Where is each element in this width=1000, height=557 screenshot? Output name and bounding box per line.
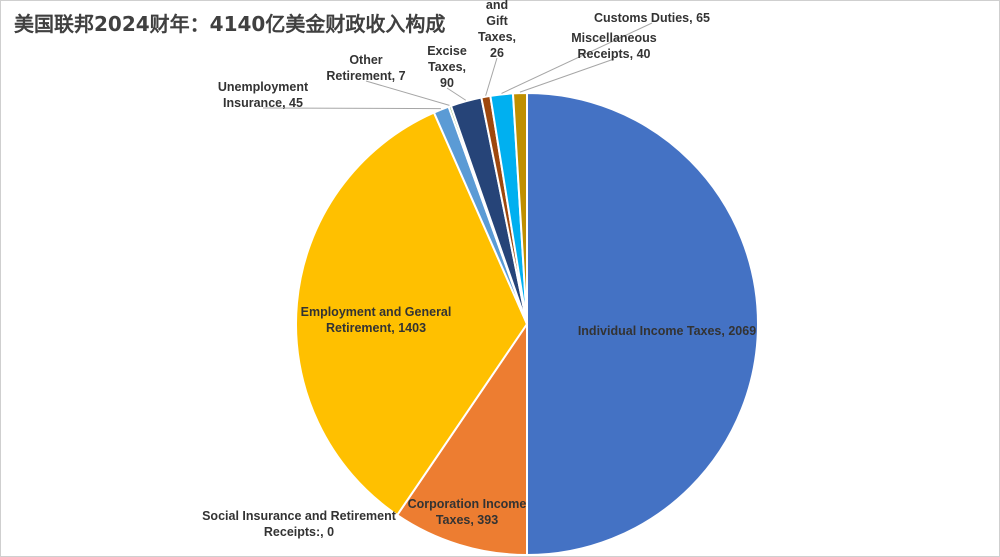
- data-label-estate-and-gift-taxes: EstateandGiftTaxes,26: [478, 0, 516, 60]
- pie-slice-corporation-income-taxes: [395, 320, 528, 557]
- data-label-miscellaneous-receipts: Miscellaneous Receipts, 40: [571, 31, 656, 61]
- data-label-social-insurance-and-retirement-receipts: Social Insurance and Retirement Receipts:…: [202, 509, 397, 539]
- data-label-employment-and-general-retirement: Employment and General Retirement, 1403: [301, 305, 452, 335]
- data-label-excise-taxes: Excise Taxes, 90: [427, 44, 467, 90]
- pie-slice-individual-income-taxes: [526, 91, 759, 557]
- leader-line-estate-and-gift-taxes: [485, 57, 498, 96]
- chart-title: 美国联邦2024财年：4140亿美金财政收入构成: [14, 12, 446, 36]
- pie-slice-miscellaneous-receipts: [511, 91, 528, 325]
- leader-line-customs-duties: [501, 22, 653, 94]
- leader-line-miscellaneous-receipts: [519, 58, 615, 93]
- data-label-other-retirement: Other Retirement, 7: [326, 53, 405, 83]
- data-label-customs-duties: Customs Duties, 65: [594, 11, 710, 25]
- data-label-unemployment-insurance: Unemployment Insurance, 45: [218, 80, 309, 110]
- pie-slice-employment-and-general-retirement: [295, 111, 529, 517]
- data-label-corporation-income-taxes: Corporation Income Taxes, 393: [408, 497, 527, 527]
- leader-line-unemployment-insurance: [262, 107, 441, 110]
- leader-line-other-retirement: [365, 80, 450, 106]
- data-label-individual-income-taxes: Individual Income Taxes, 2069: [578, 324, 756, 338]
- leader-line-excise-taxes: [446, 87, 467, 101]
